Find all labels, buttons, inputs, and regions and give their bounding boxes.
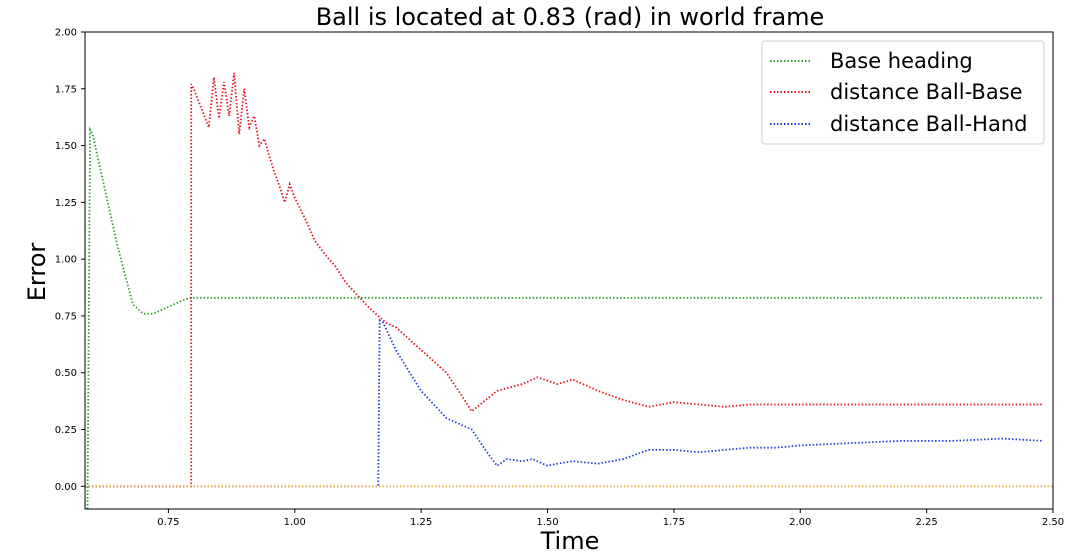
y-tick-label: 0.75	[55, 311, 77, 322]
y-tick-label: 1.75	[55, 84, 77, 95]
y-tick-label: 1.50	[55, 141, 77, 152]
x-tick-label: 1.25	[410, 517, 432, 528]
x-tick-label: 1.50	[536, 517, 558, 528]
legend: Base heading distance Ball-Base distance…	[761, 40, 1045, 145]
x-tick-label: 2.50	[1042, 517, 1064, 528]
series-line-2	[85, 318, 1043, 488]
y-axis-label: Error	[23, 243, 51, 302]
series-layer	[85, 72, 1053, 510]
ticks-layer: 0.75 1.00 1.25 1.50 1.75 2.00 2.25 2.50 0.00 0.25…	[55, 28, 1064, 529]
x-tick-label: 0.75	[157, 517, 179, 528]
legend-label-ball-base: distance Ball-Base	[830, 80, 1023, 104]
x-tick-label: 2.25	[915, 517, 937, 528]
y-tick-label: 1.25	[55, 198, 77, 209]
x-tick-label: 2.00	[789, 517, 811, 528]
y-tick-label: 0.50	[55, 368, 77, 379]
x-tick-label: 1.75	[663, 517, 685, 528]
x-axis-label: Time	[540, 527, 600, 555]
y-tick-label: 2.00	[55, 28, 77, 39]
chart-title: Ball is located at 0.83 (rad) in world f…	[316, 3, 825, 31]
y-tick-label: 0.25	[55, 425, 77, 436]
series-line-0	[86, 126, 1043, 510]
y-tick-label: 1.00	[55, 255, 77, 266]
series-line-1	[85, 72, 1043, 488]
plot-frame	[84, 31, 1054, 510]
legend-label-ball-hand: distance Ball-Hand	[830, 112, 1027, 136]
y-tick-label: 0.00	[55, 482, 77, 493]
legend-label-base-heading: Base heading	[830, 49, 973, 73]
x-tick-label: 1.00	[284, 517, 306, 528]
legend-box	[761, 40, 1045, 145]
